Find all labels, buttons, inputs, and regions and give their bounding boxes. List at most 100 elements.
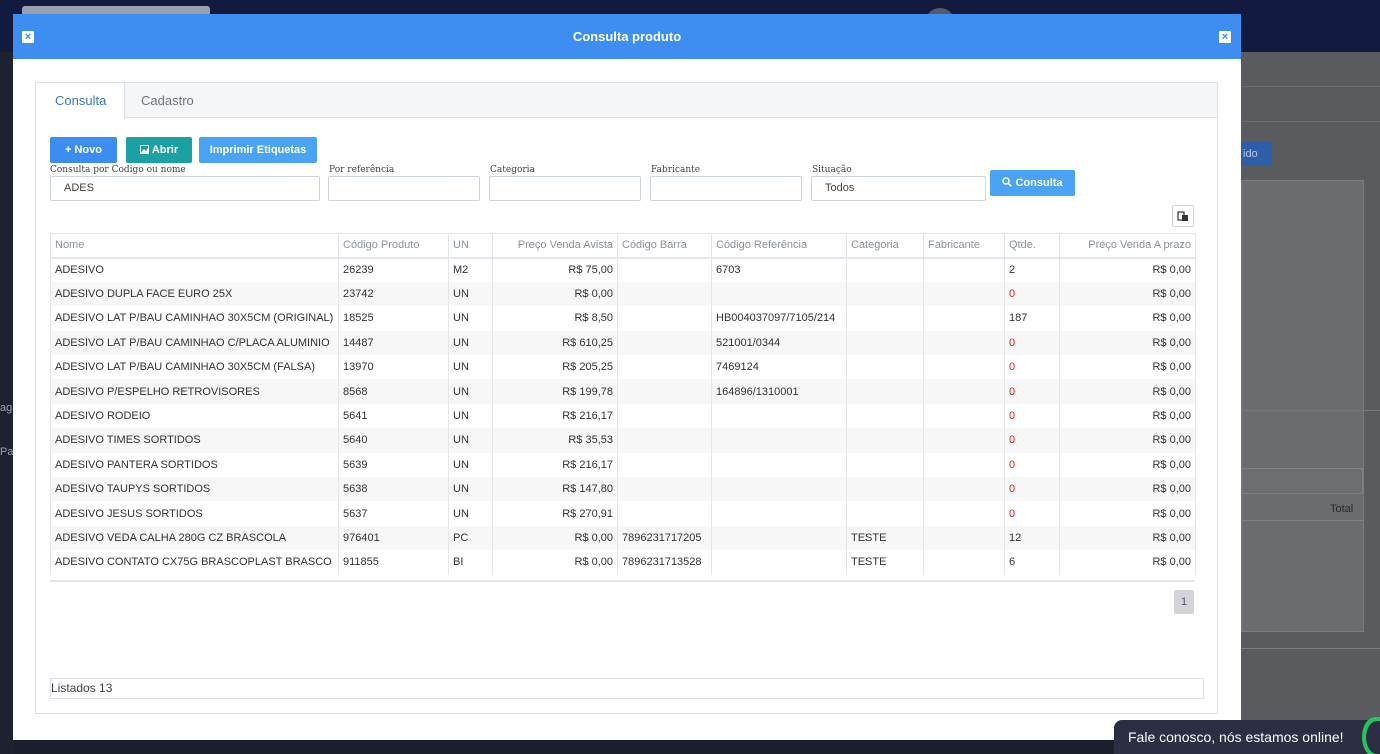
table-cell: 7469124 [711, 355, 847, 380]
table-row[interactable]: ADESIVO VEDA CALHA 280G CZ BRASCOLA 97640… [50, 525, 1196, 551]
table-row[interactable]: ADESIVO JESUS SORTIDOS 5637 UN R$ 270,91 0 R$… [50, 501, 1196, 526]
table-cell: 521001/0344 [711, 330, 847, 356]
fabricante-input[interactable] [650, 176, 802, 201]
table-cell: 18525 [338, 306, 449, 331]
consulta-button[interactable]: Consulta [990, 170, 1075, 196]
table-cell: R$ 270,91 [492, 501, 618, 526]
column-header[interactable]: Preço Venda Avista [492, 233, 618, 259]
background-divider [1241, 121, 1380, 122]
table-cell: R$ 0,00 [1059, 257, 1196, 282]
table-cell: ADESIVO PANTERA SORTIDOS [50, 452, 339, 478]
table-cell: UN [448, 428, 493, 453]
table-cell [923, 452, 1005, 478]
close-icon[interactable]: × [1219, 31, 1231, 43]
table-cell: ADESIVO VEDA CALHA 280G CZ BRASCOLA [50, 525, 339, 551]
column-toggle-icon[interactable] [1172, 205, 1194, 227]
modal-title: Consulta produto [572, 29, 682, 44]
table-cell: 0 [1004, 501, 1060, 526]
table-row[interactable]: ADESIVO PANTERA SORTIDOS 5639 UN R$ 216,17 0… [50, 452, 1196, 478]
table-cell [846, 330, 924, 356]
chat-widget[interactable]: Fale conosco, nós estamos online! [1114, 720, 1380, 754]
table-row[interactable]: ADESIVO LAT P/BAU CAMINHAO 30X5CM (ORIGI… [50, 306, 1196, 331]
column-header[interactable]: Código Produto [338, 233, 449, 259]
search-panel: Consulta Cadastro + Novo Abrir Imprimir … [35, 82, 1218, 714]
column-header[interactable]: Qtde. [1004, 233, 1060, 259]
referencia-input[interactable] [328, 176, 480, 201]
table-cell: ADESIVO LAT P/BAU CAMINHAO C/PLACA ALUMI… [50, 330, 339, 356]
table-cell [923, 355, 1005, 380]
table-cell [923, 525, 1005, 551]
table-cell [846, 306, 924, 331]
table-cell [711, 525, 847, 551]
imprimir-etiquetas-button[interactable]: Imprimir Etiquetas [199, 137, 317, 163]
table-cell: UN [448, 330, 493, 356]
table-cell: R$ 216,17 [492, 452, 618, 478]
abrir-button[interactable]: Abrir [126, 137, 192, 163]
table-row[interactable]: ADESIVO TAUPYS SORTIDOS 5638 UN R$ 147,80 0 R… [50, 477, 1196, 502]
table-cell: UN [448, 306, 493, 331]
table-cell: R$ 199,78 [492, 379, 618, 404]
table-cell: 14487 [338, 330, 449, 356]
table-cell: R$ 0,00 [492, 525, 618, 551]
table-cell: ADESIVO LAT P/BAU CAMINHAO 30X5CM (ORIGI… [50, 306, 339, 331]
table-row[interactable]: ADESIVO RODEIO 5641 UN R$ 216,17 0 R$ 0,00 [50, 403, 1196, 429]
table-cell [846, 355, 924, 380]
table-cell: 6703 [711, 257, 847, 282]
table-cell [617, 355, 712, 380]
column-header[interactable]: UN [448, 233, 493, 259]
table-row[interactable]: ADESIVO DUPLA FACE EURO 25X 23742 UN R$ 0,0… [50, 281, 1196, 307]
table-row[interactable]: ADESIVO 26239 M2 R$ 75,00 6703 2 R$ 0,00 [50, 257, 1196, 282]
table-cell [617, 501, 712, 526]
table-cell: 0 [1004, 281, 1060, 307]
table-row[interactable]: ADESIVO CONTATO CX75G BRASCOPLAST BRASCO… [50, 550, 1196, 575]
table-cell: UN [448, 379, 493, 404]
tab-cadastro[interactable]: Cadastro [141, 93, 194, 108]
column-header[interactable]: Fabricante [923, 233, 1005, 259]
codigo-nome-label: Consulta por Codigo ou nome [50, 165, 186, 175]
page-1-button[interactable]: 1 [1174, 590, 1194, 614]
table-cell [846, 428, 924, 453]
background-divider [1241, 520, 1363, 521]
column-header[interactable]: Categoria [846, 233, 924, 259]
table-cell: UN [448, 281, 493, 307]
table-cell: R$ 0,00 [1059, 379, 1196, 404]
table-cell [846, 379, 924, 404]
table-cell: 5641 [338, 403, 449, 429]
table-cell: ADESIVO [50, 257, 339, 282]
table-cell: R$ 0,00 [1059, 355, 1196, 380]
codigo-nome-input[interactable]: ADES [50, 176, 320, 201]
background-left-strip [0, 52, 14, 754]
table-cell: UN [448, 355, 493, 380]
column-header[interactable]: Nome [50, 233, 339, 259]
situacao-select[interactable]: Todos [811, 176, 986, 201]
table-cell: ADESIVO LAT P/BAU CAMINHAO 30X5CM (FALSA… [50, 355, 339, 380]
tab-consulta[interactable]: Consulta [36, 83, 126, 119]
column-header[interactable]: Código Referência [711, 233, 847, 259]
table-cell: R$ 147,80 [492, 477, 618, 502]
table-cell: R$ 75,00 [492, 257, 618, 282]
situacao-label: Situação [812, 165, 852, 175]
table-cell [711, 281, 847, 307]
column-header[interactable]: Preço Venda A prazo [1059, 233, 1196, 259]
background-total-label: Total [1330, 503, 1354, 515]
table-cell [617, 477, 712, 502]
abrir-label: Abrir [151, 144, 179, 156]
table-row[interactable]: ADESIVO TIMES SORTIDOS 5640 UN R$ 35,53 0 R$ … [50, 428, 1196, 453]
categoria-input[interactable] [489, 176, 641, 201]
table-cell: UN [448, 477, 493, 502]
background-left-text: Pa [0, 446, 14, 458]
novo-button[interactable]: + Novo [50, 137, 117, 163]
column-header[interactable]: Código Barra [617, 233, 712, 259]
table-row[interactable]: ADESIVO LAT P/BAU CAMINHAO 30X5CM (FALSA… [50, 355, 1196, 380]
table-cell: ADESIVO JESUS SORTIDOS [50, 501, 339, 526]
table-cell: R$ 216,17 [492, 403, 618, 429]
table-row[interactable]: ADESIVO P/ESPELHO RETROVISORES 8568 UN R$ 1… [50, 379, 1196, 404]
table-cell [846, 281, 924, 307]
table-cell: 5637 [338, 501, 449, 526]
table-cell [711, 501, 847, 526]
table-cell: R$ 0,00 [1059, 306, 1196, 331]
background-divider [1241, 410, 1380, 411]
consulta-label: Consulta [1015, 177, 1063, 189]
table-row[interactable]: ADESIVO LAT P/BAU CAMINHAO C/PLACA ALUMI… [50, 330, 1196, 356]
close-icon[interactable]: × [22, 31, 34, 43]
